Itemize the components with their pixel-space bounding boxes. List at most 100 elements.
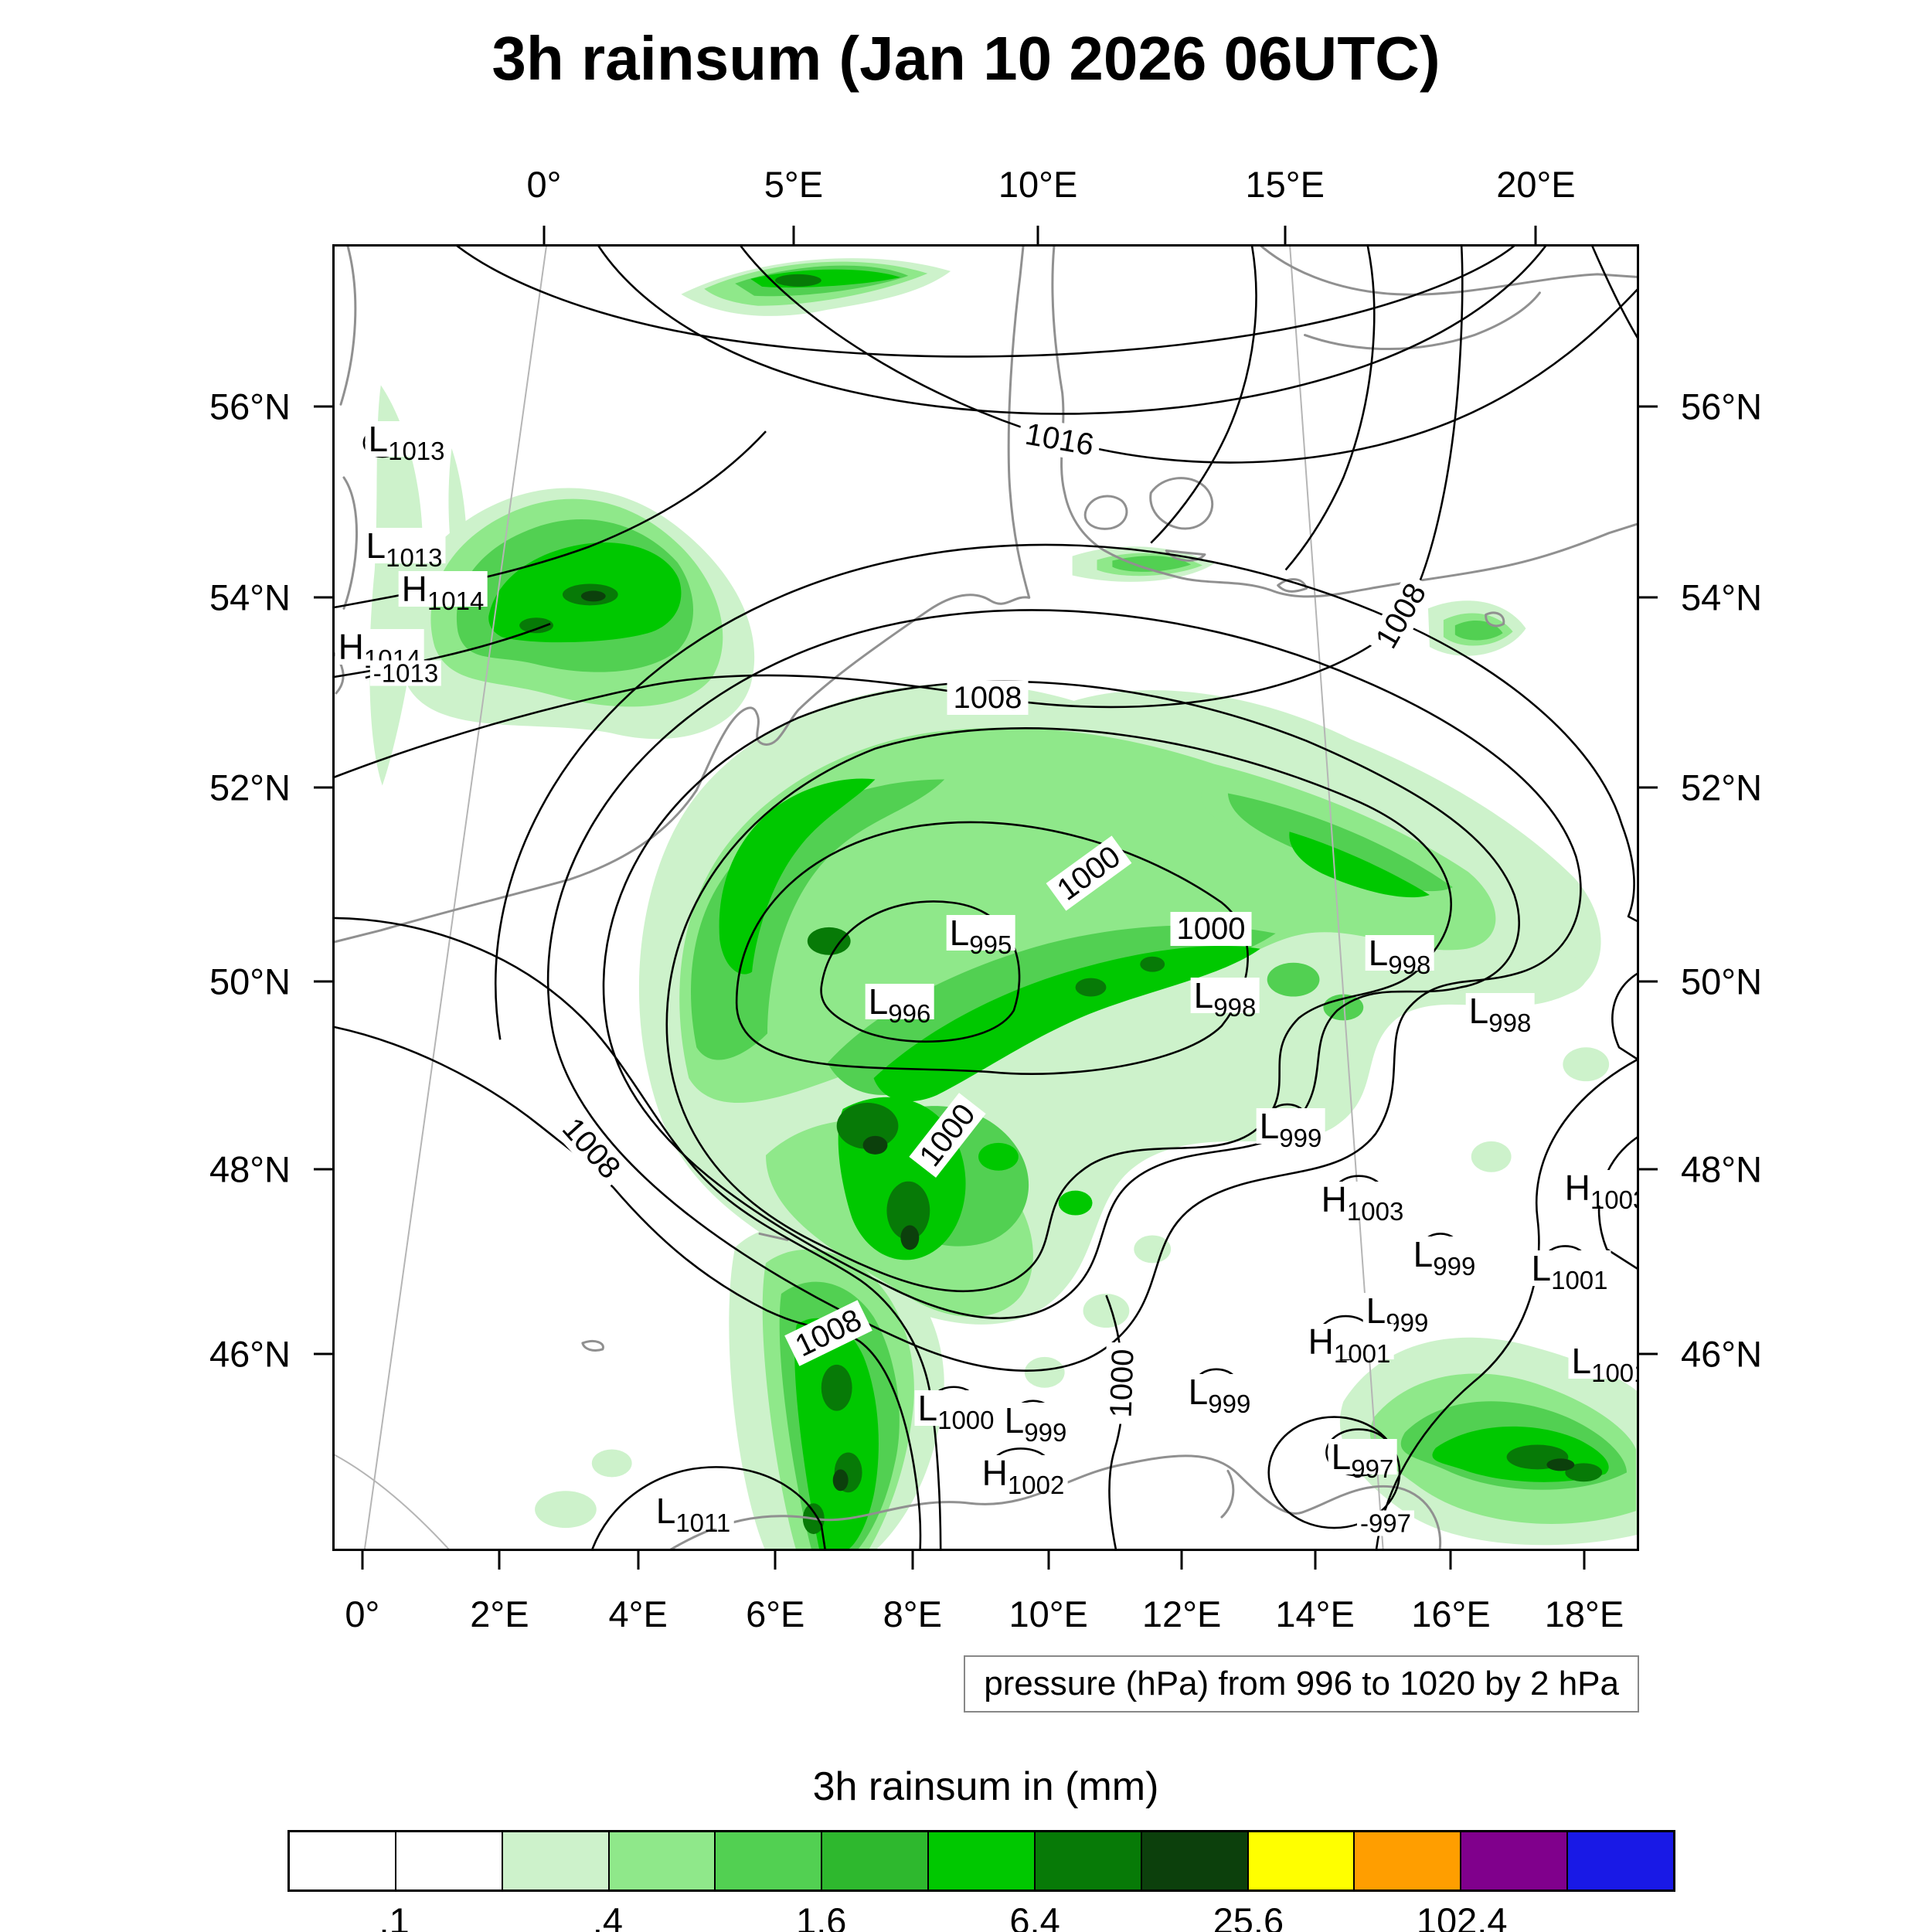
pressure-center-value: 995	[969, 930, 1012, 959]
axis-top-label: 20°E	[1496, 164, 1576, 205]
pressure-center-label: H1001	[1304, 1321, 1394, 1366]
pressure-center-value: 1001	[1591, 1359, 1637, 1387]
colorbar	[287, 1830, 1675, 1892]
pressure-center-letter: H	[1308, 1321, 1334, 1362]
axis-tick	[1047, 1551, 1050, 1570]
colorbar-segment	[502, 1832, 610, 1889]
axis-bottom-label: 14°E	[1275, 1594, 1355, 1634]
map-label-overlay: L1013 L1013 H1014 H1014 L995 L996 L998 L998 L998…	[335, 247, 1637, 1549]
pressure-center-value: 998	[1388, 951, 1431, 979]
axis-tick	[1583, 1551, 1586, 1570]
axis-right-latitude: 56°N 54°N 52°N 50°N 48°N 46°N	[1639, 244, 1894, 1551]
axis-tick	[314, 1168, 332, 1171]
axis-right-label: 50°N	[1681, 961, 1763, 1002]
axis-bottom-label: 12°E	[1141, 1594, 1222, 1634]
axis-tick	[1639, 596, 1658, 599]
pressure-center-letter: L	[1259, 1106, 1280, 1146]
pressure-center-label: H1003	[1318, 1182, 1407, 1224]
pressure-center-label: L999	[1256, 1106, 1325, 1151]
pressure-legend-note: pressure (hPa) from 996 to 1020 by 2 hPa	[964, 1655, 1639, 1713]
colorbar-tick-label: 6.4	[1009, 1900, 1060, 1932]
pressure-center-letter: L	[917, 1388, 938, 1428]
pressure-center-letter: H	[1564, 1168, 1590, 1208]
axis-tick	[1284, 226, 1287, 244]
pressure-center-letter: L	[1331, 1437, 1352, 1477]
pressure-center-value: 1003	[1590, 1185, 1637, 1214]
axis-left-label: 54°N	[209, 577, 291, 618]
colorbar-segment	[1141, 1832, 1249, 1889]
pressure-center-value: 999	[1208, 1389, 1251, 1418]
pressure-center-label: L1011	[652, 1491, 734, 1536]
pressure-center-letter: L	[366, 526, 386, 566]
axis-bottom-label: 4°E	[608, 1594, 668, 1634]
isobar-value-label: 1008	[947, 681, 1029, 715]
axis-tick	[314, 786, 332, 789]
axis-right-label: 56°N	[1681, 386, 1763, 427]
pressure-center-label: H1002	[978, 1455, 1068, 1498]
isobar-value-label: 1000	[909, 1093, 986, 1178]
pressure-center-label: L996	[865, 984, 934, 1026]
colorbar-segment	[822, 1832, 930, 1889]
axis-tick	[361, 1551, 364, 1570]
colorbar-tick-label: 102.4	[1416, 1900, 1508, 1932]
pressure-center-value: 998	[1213, 993, 1257, 1022]
pressure-center-letter: L	[949, 913, 970, 953]
axis-tick	[1036, 226, 1039, 244]
pressure-center-label: L1001	[1528, 1248, 1611, 1293]
pressure-center-letter: L	[1004, 1400, 1025, 1440]
axis-left-label: 46°N	[209, 1333, 291, 1375]
axis-top-longitude: 0° 5°E 10°E 15°E 20°E	[332, 131, 1639, 244]
pressure-center-letter: L	[1531, 1248, 1552, 1288]
axis-right-label: 46°N	[1681, 1333, 1763, 1375]
pressure-center-label: L999	[1185, 1372, 1254, 1417]
colorbar-segment	[1355, 1832, 1462, 1889]
axis-bottom-label: 10°E	[1009, 1594, 1088, 1634]
axis-left-label: 50°N	[209, 961, 291, 1002]
pressure-center-value: 1002	[1007, 1471, 1065, 1499]
isobar-value-label: 1000	[1170, 912, 1252, 946]
pressure-center-value: 1013	[388, 437, 445, 465]
axis-tick	[637, 1551, 640, 1570]
pressure-center-letter: L	[655, 1491, 676, 1531]
axis-tick	[1639, 1352, 1658, 1355]
axis-right-label: 54°N	[1681, 577, 1763, 618]
isobar-value-label: 1000	[1046, 835, 1132, 911]
pressure-center-letter: L	[1413, 1234, 1434, 1274]
pressure-center-letter: L	[1366, 1291, 1386, 1331]
axis-tick	[314, 405, 332, 408]
axis-tick	[1639, 980, 1658, 983]
pressure-center-value: 1011	[675, 1509, 731, 1537]
axis-tick	[1314, 1551, 1317, 1570]
pressure-center-letter: H	[338, 627, 364, 667]
pressure-center-letter: L	[1188, 1372, 1209, 1412]
axis-left-label: 48°N	[209, 1148, 291, 1190]
pressure-center-label: L1013	[362, 526, 446, 570]
axis-right-label: 48°N	[1681, 1148, 1763, 1190]
axis-top-label: 15°E	[1245, 164, 1325, 205]
axis-top-label: 5°E	[764, 164, 824, 205]
isobar-value-label: 1008	[1366, 572, 1437, 660]
axis-bottom-label: 2°E	[470, 1594, 529, 1634]
pressure-center-label: L998	[1465, 993, 1535, 1036]
pressure-center-value: 1001	[1333, 1339, 1391, 1368]
axis-bottom-label: 8°E	[883, 1594, 942, 1634]
isobar-value-label: -1013	[369, 660, 442, 686]
axis-tick	[543, 226, 546, 244]
axis-left-latitude: 56°N 54°N 52°N 50°N 48°N 46°N	[93, 244, 332, 1551]
pressure-center-letter: L	[1571, 1341, 1592, 1381]
axis-top-label: 10°E	[998, 164, 1078, 205]
colorbar-segment	[396, 1832, 503, 1889]
pressure-center-label: L1001	[1568, 1341, 1637, 1386]
pressure-center-value: 1000	[937, 1406, 995, 1434]
colorbar-segment	[290, 1832, 396, 1889]
colorbar-segment	[609, 1832, 716, 1889]
isobar-value-label: 1008	[551, 1107, 631, 1190]
colorbar-segment	[716, 1832, 823, 1889]
axis-bottom-label: 18°E	[1544, 1594, 1624, 1634]
pressure-center-letter: H	[401, 569, 427, 609]
map-plot-area: L1013 L1013 H1014 H1014 L995 L996 L998 L998 L998…	[332, 244, 1639, 1551]
axis-tick	[1639, 1168, 1658, 1171]
colorbar-tick-labels: .1 .4 1.6 6.4 25.6 102.4	[287, 1900, 1675, 1932]
axis-left-label: 52°N	[209, 767, 291, 808]
